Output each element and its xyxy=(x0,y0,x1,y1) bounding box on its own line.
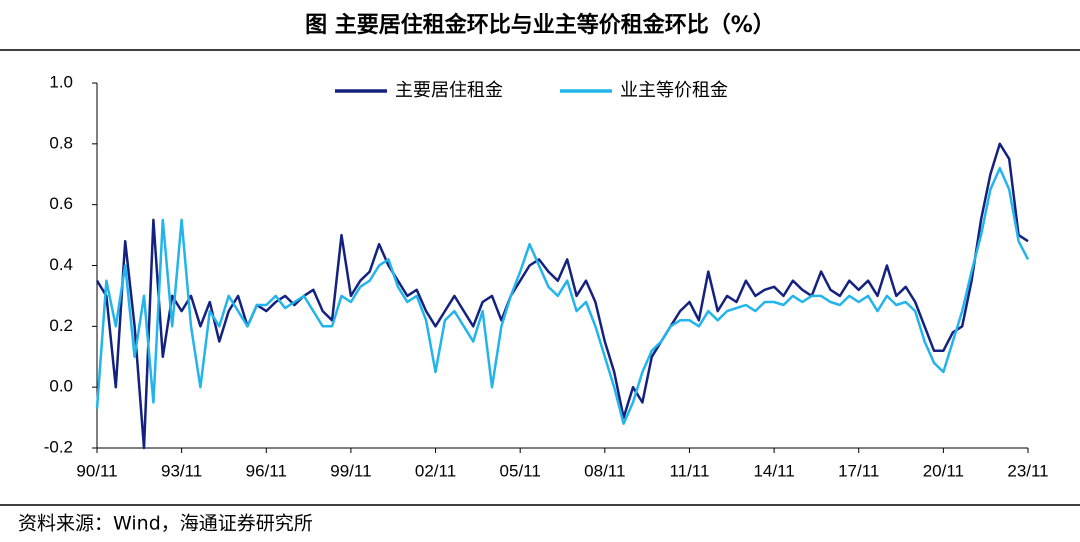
y-tick-label: 0.4 xyxy=(49,255,73,274)
x-tick-label: 20/11 xyxy=(923,461,964,480)
y-tick-label: -0.2 xyxy=(44,437,73,456)
x-tick-label: 99/11 xyxy=(330,461,371,480)
y-tick-label: 0.8 xyxy=(49,133,73,152)
x-tick-label: 11/11 xyxy=(669,461,709,480)
x-tick-label: 23/11 xyxy=(1007,461,1048,480)
y-tick-label: 0.6 xyxy=(49,194,73,213)
x-tick-label: 96/11 xyxy=(246,461,287,480)
y-tick-label: 0.2 xyxy=(49,316,73,335)
source-note: 资料来源：Wind，海通证券研究所 xyxy=(18,513,313,535)
x-tick-label: 90/11 xyxy=(76,461,117,480)
x-tick-label: 14/11 xyxy=(753,461,794,480)
x-tick-label: 08/11 xyxy=(584,461,625,480)
chart-title: 图 主要居住租金环比与业主等价租金环比（%） xyxy=(305,12,775,38)
x-tick-label: 02/11 xyxy=(415,461,456,480)
y-tick-label: 0.0 xyxy=(49,377,73,396)
x-tick-label: 93/11 xyxy=(161,461,202,480)
series-line xyxy=(95,166,1030,425)
legend-label: 主要居住租金 xyxy=(395,80,503,101)
y-tick-label: 1.0 xyxy=(49,72,73,91)
x-tick-label: 05/11 xyxy=(500,461,541,480)
x-tick-label: 17/11 xyxy=(838,461,879,480)
legend-label: 业主等价租金 xyxy=(620,80,728,101)
